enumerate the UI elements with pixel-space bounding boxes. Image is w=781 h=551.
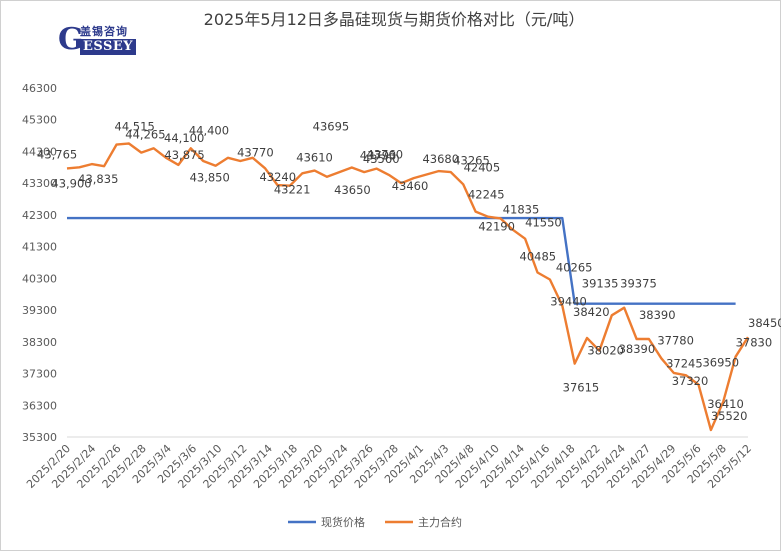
- data-label: 43460: [392, 179, 429, 193]
- y-tick-label: 37300: [22, 368, 57, 381]
- y-tick-label: 45300: [22, 114, 57, 127]
- y-tick-label: 44300: [22, 145, 57, 158]
- data-label: 42245: [468, 188, 505, 202]
- data-label: 43,765: [37, 147, 77, 161]
- data-label: 42190: [478, 219, 515, 233]
- data-label: 43265: [453, 153, 490, 167]
- data-label: 41835: [503, 203, 540, 217]
- data-label: 43,900: [51, 176, 91, 190]
- data-label: 43793: [360, 149, 397, 163]
- logo-english-text: ESSEY: [80, 39, 137, 55]
- data-label: 43,875: [164, 148, 204, 162]
- data-label: 37780: [657, 333, 694, 347]
- y-tick-label: 39300: [22, 304, 57, 317]
- data-label: 37830: [736, 336, 773, 350]
- data-label: 43240: [259, 170, 296, 184]
- data-label: 43770: [237, 145, 274, 159]
- series-layer: [66, 142, 750, 432]
- data-label: 43,850: [190, 171, 230, 185]
- data-label: 42405: [464, 161, 501, 175]
- data-label: 43680: [422, 152, 459, 166]
- data-label: 43610: [296, 150, 333, 164]
- data-label: 38420: [573, 305, 610, 319]
- y-tick-label: 38300: [22, 336, 57, 349]
- data-label: 40485: [520, 249, 557, 263]
- data-label: 44,515: [115, 120, 155, 134]
- data-label: 36410: [707, 397, 744, 411]
- data-label: 35520: [711, 409, 748, 423]
- logo-letter: G: [58, 22, 84, 57]
- data-label: 38390: [639, 308, 676, 322]
- logo-chinese-text: 盖锡咨询: [80, 25, 128, 38]
- data-label: 37320: [672, 374, 709, 388]
- legend: 现货价格 主力合约: [288, 515, 462, 529]
- series-line-spot: [67, 216, 736, 305]
- data-label: 43,835: [78, 172, 118, 186]
- data-label: 37245: [666, 356, 703, 370]
- data-label: 38390: [619, 342, 656, 356]
- y-tick-label: 40300: [22, 272, 57, 285]
- data-label: 43695: [313, 120, 350, 134]
- gessey-logo: G 盖锡咨询 ESSEY: [58, 22, 140, 62]
- y-tick-label: 46300: [22, 82, 57, 95]
- data-label: 38450: [748, 316, 781, 330]
- data-label: 39440: [550, 295, 587, 309]
- data-label: 39135: [582, 276, 619, 290]
- data-label: 43760: [367, 148, 404, 162]
- data-label: 37615: [563, 381, 600, 395]
- data-label: 36950: [702, 356, 739, 370]
- legend-label: 现货价格: [321, 515, 365, 529]
- series-line-main-contract: [66, 142, 750, 432]
- data-label: 43560: [363, 152, 400, 166]
- legend-label: 主力合约: [418, 515, 462, 529]
- data-label: 44,400: [189, 123, 229, 137]
- data-label: 43650: [334, 183, 371, 197]
- data-label: 44,265: [125, 128, 165, 142]
- data-label: 40265: [556, 260, 593, 274]
- y-tick-label: 35300: [22, 431, 57, 444]
- data-label: 38020: [587, 344, 624, 358]
- chart-title: 2025年5月12日多晶硅现货与期货价格对比（元/吨）: [204, 10, 585, 29]
- data-label: 39375: [620, 277, 657, 291]
- y-tick-label: 36300: [22, 399, 57, 412]
- y-tick-label: 43300: [22, 177, 57, 190]
- data-label: 43221: [274, 183, 311, 197]
- y-tick-label: 41300: [22, 241, 57, 254]
- data-label: 41550: [525, 216, 562, 230]
- data-label: 44,100: [164, 131, 204, 145]
- y-tick-label: 42300: [22, 209, 57, 222]
